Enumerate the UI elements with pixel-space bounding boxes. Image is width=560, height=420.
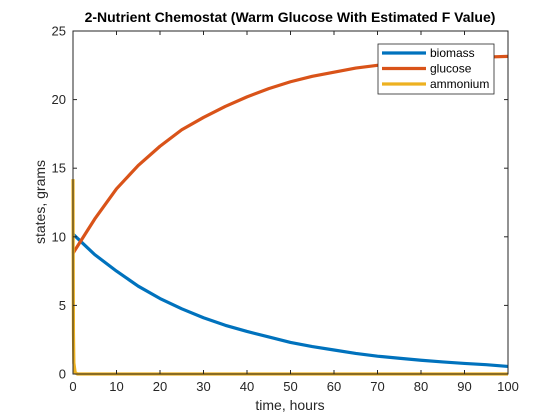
legend-label-ammonium: ammonium — [430, 77, 489, 91]
y-tick-label: 15 — [52, 161, 66, 176]
series-line-biomass — [71, 232, 509, 369]
y-tick-label: 20 — [52, 92, 66, 107]
x-tick-label: 80 — [414, 379, 428, 394]
ticks-layer: 0 10 20 30 40 50 60 70 80 90 100 0 5 10 15 20 25 — [52, 24, 519, 395]
x-tick-label: 40 — [240, 379, 254, 394]
y-tick-label: 5 — [59, 298, 66, 313]
x-tick-label: 90 — [457, 379, 471, 394]
x-tick-label: 70 — [370, 379, 384, 394]
x-axis-title: time, hours — [255, 397, 324, 413]
x-tick-label: 0 — [69, 379, 76, 394]
y-tick-label: 10 — [52, 229, 66, 244]
x-tick-label: 60 — [327, 379, 341, 394]
x-tick-label: 50 — [283, 379, 297, 394]
x-tick-label: 100 — [497, 379, 519, 394]
x-tick-label: 10 — [109, 379, 123, 394]
y-axis-title: states, grams — [32, 160, 48, 244]
y-tick-label: 0 — [59, 367, 66, 382]
chart-title: 2-Nutrient Chemostat (Warm Glucose With … — [85, 9, 496, 25]
legend-label-glucose: glucose — [430, 62, 472, 76]
x-tick-label: 20 — [153, 379, 167, 394]
legend-label-biomass: biomass — [430, 46, 475, 60]
x-tick-label: 30 — [196, 379, 210, 394]
y-tick-label: 25 — [52, 24, 66, 39]
